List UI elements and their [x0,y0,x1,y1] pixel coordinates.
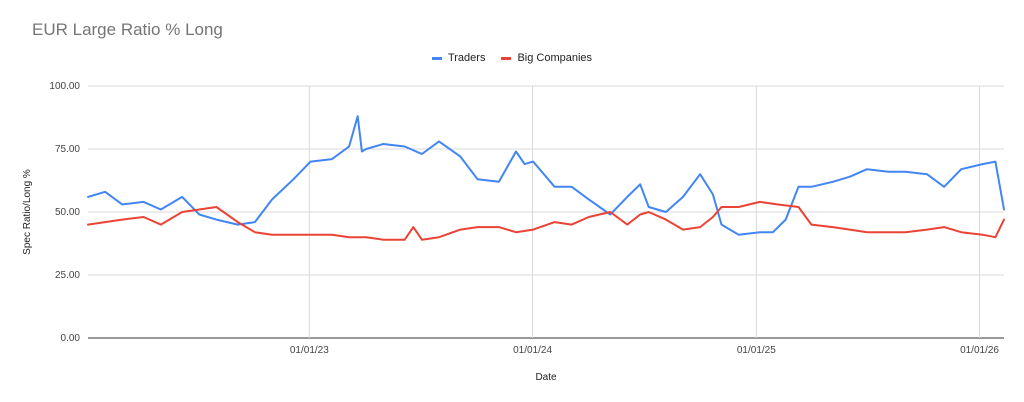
legend: Traders Big Companies [0,52,1024,64]
legend-swatch-big-companies [501,56,512,60]
y-tick-label: 50.00 [55,207,80,218]
y-tick-label: 100.00 [49,81,80,92]
y-tick-label: 0.00 [61,333,81,344]
legend-item-traders[interactable]: Traders [431,52,486,64]
x-tick-label: 01/01/25 [737,345,776,356]
x-axis-title: Date [535,372,557,383]
y-tick-label: 75.00 [55,144,80,155]
x-tick-label: 01/01/24 [513,345,552,356]
legend-swatch-traders [431,56,442,60]
y-axis-title: Spec Ratio/Long % [22,169,33,255]
series-line-big-companies [87,200,1005,241]
legend-item-big-companies[interactable]: Big Companies [501,52,592,64]
x-tick-label: 01/01/23 [290,345,329,356]
legend-label-big-companies: Big Companies [517,52,593,64]
legend-label-traders: Traders [447,52,486,64]
y-tick-label: 25.00 [55,270,80,281]
x-tick-label: 01/01/26 [960,345,999,356]
chart-title: EUR Large Ratio % Long [32,20,223,39]
series-line-traders [87,115,1005,236]
